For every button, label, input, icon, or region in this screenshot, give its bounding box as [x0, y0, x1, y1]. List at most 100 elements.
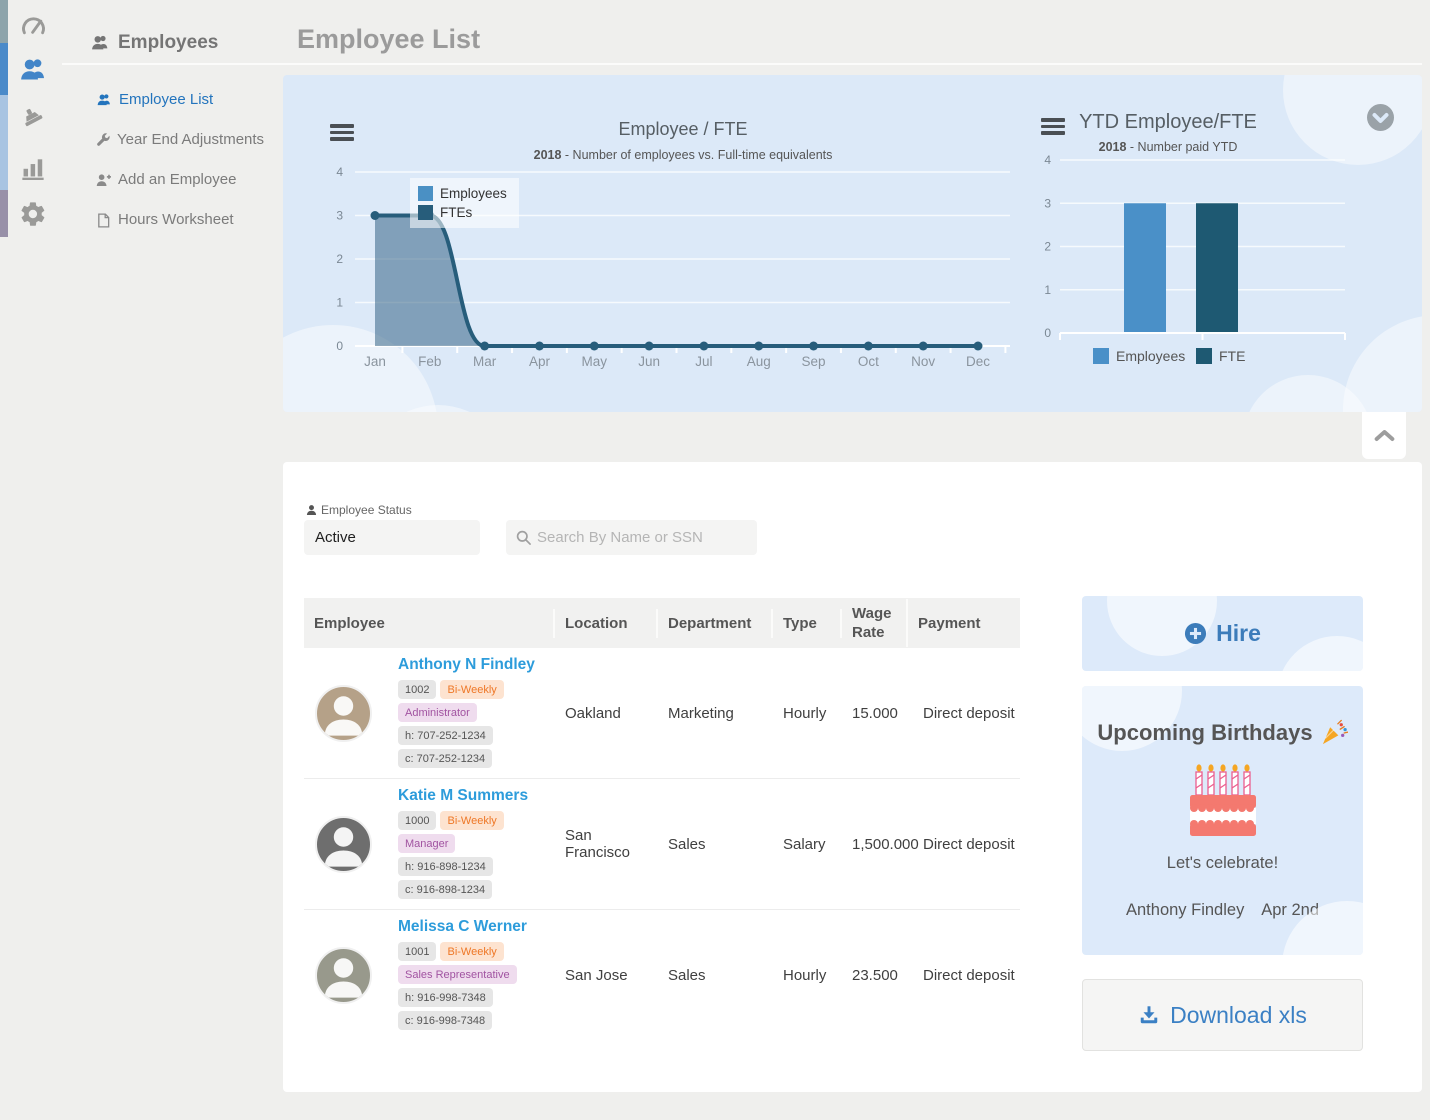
- pay-schedule-badge: Bi-Weekly: [440, 942, 503, 961]
- cell-phone-badge: c: 707-252-1234: [398, 749, 492, 768]
- svg-text:Jul: Jul: [695, 354, 712, 369]
- rail-strip-segment: [0, 0, 8, 43]
- employee-name-link[interactable]: Melissa C Werner: [398, 918, 555, 936]
- rail-dashboard-button[interactable]: [16, 9, 50, 43]
- person-silhouette-icon: [317, 949, 370, 1002]
- sidebar-section-label: Employees: [118, 32, 218, 54]
- download-icon: [1138, 1004, 1160, 1026]
- avatar[interactable]: [315, 947, 372, 1004]
- sidebar-item-hours-worksheet[interactable]: Hours Worksheet: [96, 212, 264, 228]
- svg-text:2: 2: [1044, 240, 1051, 254]
- column-header-wage-rate: Wage Rate: [842, 599, 908, 647]
- cloud-decoration: [1277, 636, 1363, 671]
- svg-text:1: 1: [1044, 283, 1051, 297]
- users-icon: [96, 92, 112, 108]
- rail-approvals-button[interactable]: [16, 102, 50, 136]
- role-badge: Manager: [398, 834, 455, 853]
- employee-name-link[interactable]: Anthony N Findley: [398, 656, 555, 674]
- column-header-department: Department: [658, 609, 773, 638]
- employee-status-label: Employee Status: [306, 503, 412, 517]
- sidebar-item-year-end-adjustments[interactable]: Year End Adjustments: [96, 132, 264, 148]
- person-icon: [306, 504, 317, 516]
- svg-text:Apr: Apr: [529, 354, 551, 369]
- bar-chart-subtitle: 2018 - Number paid YTD: [1048, 140, 1288, 154]
- rail-strip-segment: [0, 190, 8, 237]
- department-cell: Sales: [658, 959, 773, 992]
- rail-settings-button[interactable]: [16, 197, 50, 231]
- sidebar-menu: Employee List Year End Adjustments Add a…: [96, 92, 264, 252]
- payment-cell: Direct deposit: [908, 959, 1020, 992]
- role-badge: Sales Representative: [398, 965, 517, 984]
- plus-circle-icon: [1184, 622, 1207, 645]
- legend-label: FTEs: [440, 205, 472, 220]
- sidebar-item-label: Hours Worksheet: [118, 212, 234, 228]
- table-row[interactable]: Katie M Summers 1000Bi-Weekly Manager h: …: [304, 779, 1020, 910]
- person-silhouette-icon: [317, 687, 370, 740]
- svg-text:Sep: Sep: [802, 354, 826, 369]
- search-input[interactable]: [537, 529, 737, 546]
- table-header: Employee Location Department Type Wage R…: [304, 598, 1020, 648]
- column-header-employee: Employee: [304, 609, 555, 638]
- header-divider: [62, 63, 1422, 65]
- svg-text:4: 4: [1044, 155, 1051, 167]
- employee-id-badge: 1000: [398, 811, 436, 830]
- sidebar-item-employee-list[interactable]: Employee List: [96, 92, 264, 108]
- svg-text:Dec: Dec: [966, 354, 990, 369]
- download-label: Download xls: [1170, 1002, 1307, 1029]
- bar-chart-title-block: YTD Employee/FTE 2018 - Number paid YTD: [1048, 111, 1288, 154]
- panel-collapse-button[interactable]: [1366, 103, 1395, 132]
- svg-text:Aug: Aug: [747, 354, 771, 369]
- sidebar-item-add-an-employee[interactable]: Add an Employee: [96, 172, 264, 188]
- department-cell: Sales: [658, 828, 773, 861]
- wage-rate-cell: 15.000: [842, 697, 908, 730]
- rail-strip-segment: [0, 95, 8, 190]
- avatar[interactable]: [315, 685, 372, 742]
- location-cell: San Francisco: [555, 819, 658, 869]
- magnifier-icon: [516, 530, 531, 545]
- employee-name-link[interactable]: Katie M Summers: [398, 787, 555, 805]
- line-chart-title: Employee / FTE: [353, 119, 1013, 140]
- sidebar-item-label: Year End Adjustments: [117, 132, 264, 148]
- svg-text:Mar: Mar: [473, 354, 497, 369]
- avatar[interactable]: [315, 816, 372, 873]
- type-cell: Hourly: [773, 959, 842, 992]
- line-chart-menu-button[interactable]: [330, 123, 354, 145]
- birthdays-title: Upcoming Birthdays: [1097, 720, 1312, 746]
- role-badge: Administrator: [398, 703, 477, 722]
- svg-text:3: 3: [336, 209, 343, 223]
- location-cell: San Jose: [555, 959, 658, 992]
- birthday-employee-name: Anthony Findley: [1126, 901, 1244, 920]
- pay-schedule-badge: Bi-Weekly: [440, 811, 503, 830]
- svg-text:0: 0: [1044, 326, 1051, 340]
- home-phone-badge: h: 707-252-1234: [398, 726, 493, 745]
- users-icon: [18, 55, 48, 85]
- payment-cell: Direct deposit: [908, 697, 1020, 730]
- rail-reports-button[interactable]: [16, 150, 50, 184]
- gear-icon: [19, 200, 47, 228]
- rail-employees-button[interactable]: [16, 53, 50, 87]
- scroll-collapse-tab[interactable]: [1362, 412, 1406, 459]
- hire-button[interactable]: Hire: [1082, 596, 1363, 671]
- wage-rate-cell: 23.500: [842, 959, 908, 992]
- column-header-location: Location: [555, 609, 658, 638]
- svg-text:FTE: FTE: [1219, 348, 1245, 364]
- table-row[interactable]: Melissa C Werner 1001Bi-WeeklySales Repr…: [304, 910, 1020, 1040]
- chevron-up-icon: [1374, 429, 1395, 442]
- cell-phone-badge: c: 916-898-1234: [398, 880, 492, 899]
- table-row[interactable]: Anthony N Findley 1002Bi-WeeklyAdministr…: [304, 648, 1020, 779]
- employee-id-badge: 1002: [398, 680, 436, 699]
- svg-text:2: 2: [336, 252, 343, 266]
- employee-list-panel: Employee Status Active Employee Location…: [283, 462, 1422, 1092]
- cloud-decoration: [1283, 75, 1422, 165]
- column-header-type: Type: [773, 609, 842, 638]
- download-xls-button[interactable]: Download xls: [1082, 979, 1363, 1051]
- payment-cell: Direct deposit: [908, 828, 1020, 861]
- svg-text:Oct: Oct: [858, 354, 879, 369]
- employee-status-select[interactable]: Active: [304, 520, 480, 555]
- wage-rate-cell: 1,500.000: [842, 828, 908, 861]
- home-phone-badge: h: 916-898-1234: [398, 857, 493, 876]
- search-box: [506, 520, 757, 555]
- hire-label: Hire: [1216, 620, 1261, 647]
- cell-phone-badge: c: 916-998-7348: [398, 1011, 492, 1030]
- file-icon: [96, 213, 111, 228]
